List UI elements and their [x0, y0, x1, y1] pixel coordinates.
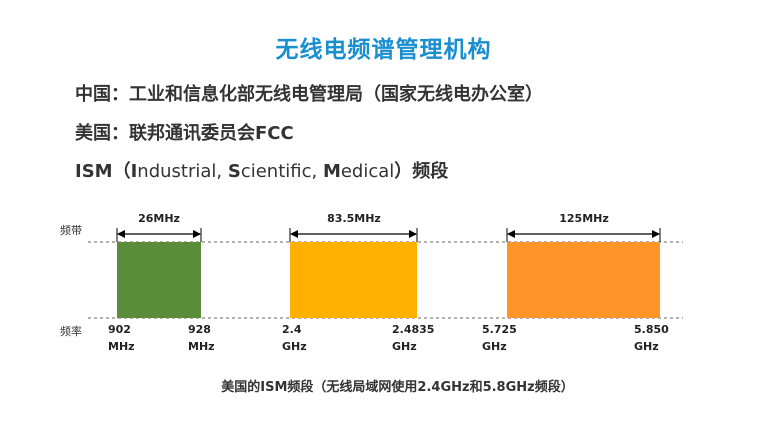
band-902-928: 26MHz 902 MHz 928 MHz [108, 212, 215, 353]
band-start-unit: MHz [108, 340, 135, 353]
band-block [117, 242, 201, 318]
band-start-unit: GHz [482, 340, 507, 353]
band-end-value: 928 [188, 323, 211, 336]
ism-i-letter: I [130, 161, 138, 182]
diagram-caption: 美国的ISM频段（无线局域网使用2.4GHz和5.8GHz频段） [221, 380, 574, 395]
freq-axis-label: 频率 [60, 324, 82, 338]
ism-s-letter: S [227, 161, 241, 182]
slide-title: 无线电频谱管理机构 [275, 37, 492, 63]
band-width-label: 83.5MHz [327, 212, 381, 225]
ism-i-rest: ndustrial, [137, 161, 228, 182]
band-5725-5850: 125MHz 5.725 GHz 5.850 GHz [482, 212, 669, 353]
band-end-unit: MHz [188, 340, 215, 353]
band-start-value: 2.4 [282, 323, 302, 336]
ism-m-rest: edical [340, 161, 395, 182]
band-block [290, 242, 417, 318]
bullet-china-authority: 中国：工业和信息化部无线电管理局（国家无线电办公室） [75, 84, 543, 105]
ism-prefix: ISM（ [75, 161, 131, 182]
band-axis-label: 频带 [60, 223, 82, 237]
bullet-ism-definition: ISM（Industrial, Scientific, Medical）频段 [75, 157, 448, 183]
band-width-label: 125MHz [559, 212, 609, 225]
band-end-value: 5.850 [634, 323, 669, 336]
band-end-unit: GHz [392, 340, 417, 353]
bullet-usa-authority: 美国：联邦通讯委员会FCC [75, 123, 294, 144]
band-end-unit: GHz [634, 340, 659, 353]
band-start-value: 902 [108, 323, 131, 336]
band-start-value: 5.725 [482, 323, 517, 336]
ism-suffix: ）频段 [394, 161, 449, 182]
ism-s-rest: cientific, [240, 161, 323, 182]
band-start-unit: GHz [282, 340, 307, 353]
ism-m-letter: M [322, 161, 341, 182]
band-block [507, 242, 660, 318]
band-width-label: 26MHz [138, 212, 180, 225]
band-2400-2483: 83.5MHz 2.4 GHz 2.4835 GHz [282, 212, 434, 353]
band-end-value: 2.4835 [392, 323, 434, 336]
